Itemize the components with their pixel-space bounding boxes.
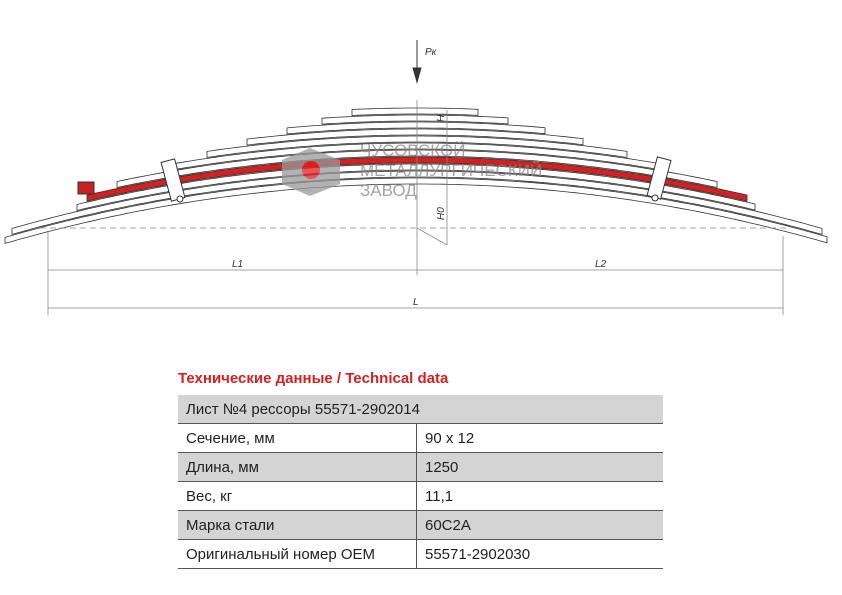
table-row: Сечение, мм 90 х 12 bbox=[178, 423, 663, 453]
load-arrow bbox=[412, 40, 422, 84]
param-name: Оригинальный номер OEM bbox=[178, 539, 417, 569]
table-header-row: Лист №4 рессоры 55571-2902014 bbox=[178, 395, 663, 424]
spring-drawing: Pк L1 L2 L H H0 ЧУСОВСКОЙ МЕТАЛЛУРГИЧЕСК… bbox=[4, 40, 828, 315]
param-value: 60С2А bbox=[416, 510, 663, 540]
table-row: Марка стали 60С2А bbox=[178, 510, 663, 540]
load-label: Pк bbox=[425, 47, 438, 58]
param-value: 11,1 bbox=[416, 481, 663, 511]
param-name: Марка стали bbox=[178, 510, 417, 540]
h0-label: H0 bbox=[436, 207, 447, 220]
leaf bbox=[321, 114, 509, 125]
param-value: 55571-2902030 bbox=[416, 539, 663, 569]
clamps bbox=[77, 156, 672, 203]
logo-text: МЕТАЛЛУРГИЧЕСКИЙ bbox=[360, 161, 542, 180]
table-title: Технические данные / Technical data bbox=[178, 370, 449, 387]
leaf bbox=[286, 121, 546, 135]
h-label: H bbox=[436, 114, 447, 122]
logo: ЧУСОВСКОЙ МЕТАЛЛУРГИЧЕСКИЙ ЗАВОД bbox=[282, 141, 542, 200]
l-label: L bbox=[413, 297, 419, 308]
l2-label: L2 bbox=[595, 259, 607, 270]
param-name: Вес, кг bbox=[178, 481, 417, 511]
table-row: Вес, кг 11,1 bbox=[178, 481, 663, 511]
param-name: Сечение, мм bbox=[178, 423, 417, 453]
table-row: Длина, мм 1250 bbox=[178, 452, 663, 482]
dimensions bbox=[40, 100, 790, 315]
leaf bbox=[4, 177, 828, 244]
leaf bbox=[206, 135, 628, 158]
table-header: Лист №4 рессоры 55571-2902014 bbox=[178, 395, 663, 424]
param-value: 1250 bbox=[416, 452, 663, 482]
leaf bbox=[246, 128, 584, 146]
logo-text: ЗАВОД bbox=[360, 181, 417, 200]
tech-table: Лист №4 рессоры 55571-2902014 Сечение, м… bbox=[178, 395, 663, 569]
l1-label: L1 bbox=[232, 259, 243, 270]
param-name: Длина, мм bbox=[178, 452, 417, 482]
leaves bbox=[4, 107, 828, 244]
table-row: Оригинальный номер OEM 55571-2902030 bbox=[178, 539, 663, 569]
leaf bbox=[351, 107, 479, 116]
logo-text: ЧУСОВСКОЙ bbox=[360, 141, 465, 160]
param-value: 90 х 12 bbox=[416, 423, 663, 453]
